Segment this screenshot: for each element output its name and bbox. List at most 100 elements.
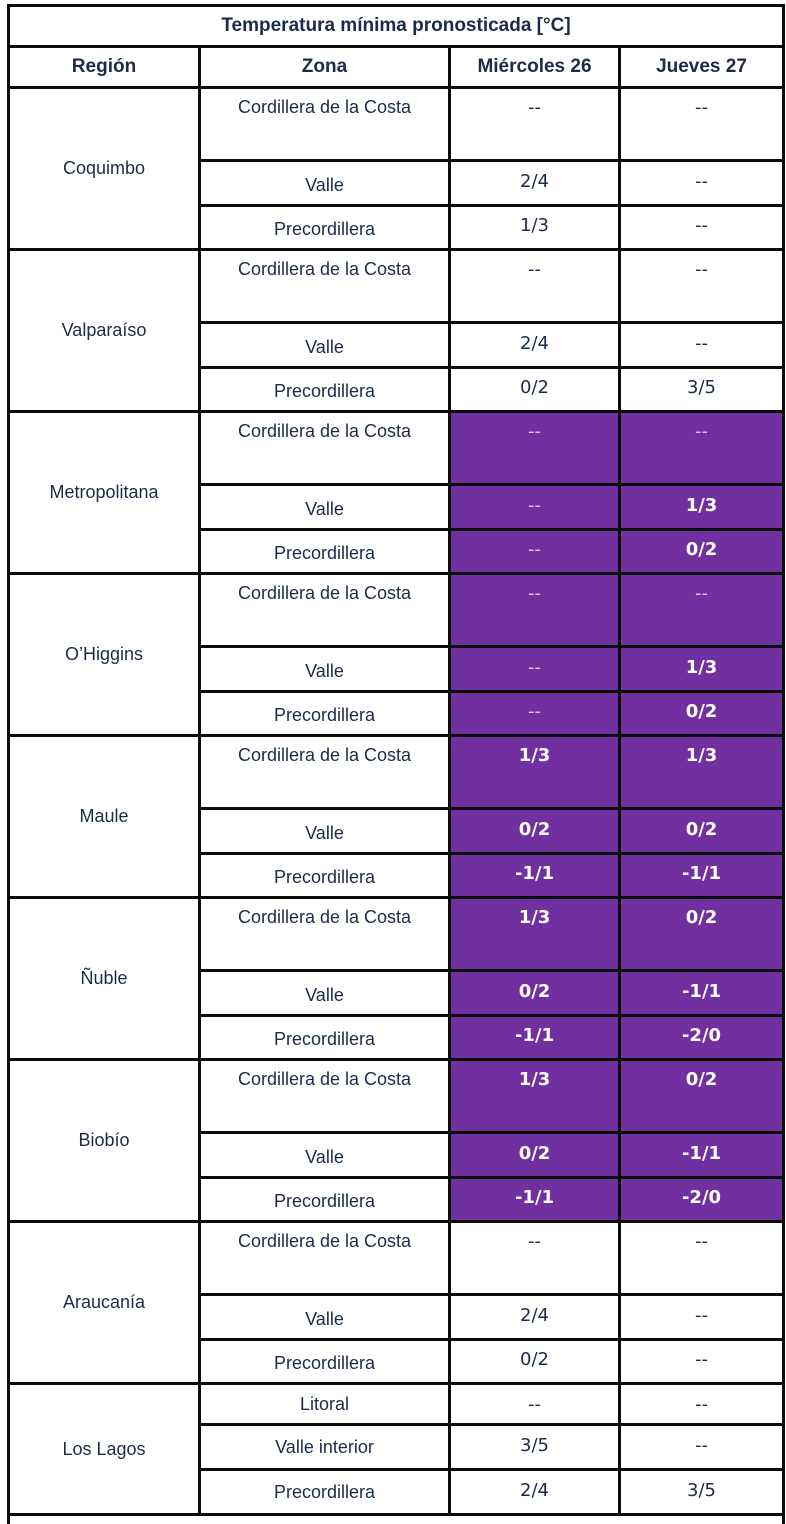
day2-value-cell: 3/5 bbox=[620, 368, 784, 412]
region-cell: Los Lagos bbox=[9, 1384, 200, 1515]
day2-value-cell: -- bbox=[620, 1425, 784, 1470]
zona-cell: Cordillera de la Costa bbox=[200, 736, 450, 809]
day1-value-cell: -- bbox=[450, 647, 620, 692]
region-cell: Metropolitana bbox=[9, 412, 200, 574]
zona-cell: Valle bbox=[200, 809, 450, 854]
day2-value-cell: -- bbox=[620, 1295, 784, 1340]
region-cell: Valparaíso bbox=[9, 250, 200, 412]
day2-value-cell: -- bbox=[620, 88, 784, 161]
day1-value-cell: -1/1 bbox=[450, 1178, 620, 1222]
header-region: Región bbox=[9, 47, 200, 88]
day1-value-cell: -1/1 bbox=[450, 1016, 620, 1060]
day1-value-cell: 0/2 bbox=[450, 809, 620, 854]
region-cell: Biobío bbox=[9, 1060, 200, 1222]
day1-value-cell: 1/3 bbox=[450, 898, 620, 971]
zona-cell: Valle bbox=[200, 647, 450, 692]
header-day1: Miércoles 26 bbox=[450, 47, 620, 88]
day1-value-cell: -- bbox=[450, 250, 620, 323]
table-title: Temperatura mínima pronosticada [°C] bbox=[9, 6, 784, 47]
day2-value-cell: 3/5 bbox=[620, 1470, 784, 1515]
zona-cell: Litoral bbox=[200, 1384, 450, 1425]
region-cell: Ñuble bbox=[9, 898, 200, 1060]
day2-value-cell: -- bbox=[620, 323, 784, 368]
day1-value-cell: -- bbox=[450, 692, 620, 736]
day1-value-cell: 2/4 bbox=[450, 161, 620, 206]
zona-cell: Valle bbox=[200, 323, 450, 368]
day2-value-cell: -1/1 bbox=[620, 971, 784, 1016]
zona-cell: Precordillera bbox=[200, 530, 450, 574]
header-zona: Zona bbox=[200, 47, 450, 88]
table-footer bbox=[9, 1515, 784, 1524]
zona-cell: Valle bbox=[200, 971, 450, 1016]
zona-cell: Precordillera bbox=[200, 854, 450, 898]
zona-cell: Cordillera de la Costa bbox=[200, 1222, 450, 1295]
zona-cell: Cordillera de la Costa bbox=[200, 574, 450, 647]
zona-cell: Cordillera de la Costa bbox=[200, 88, 450, 161]
zona-cell: Precordillera bbox=[200, 1340, 450, 1384]
day1-value-cell: 1/3 bbox=[450, 206, 620, 250]
day2-value-cell: -- bbox=[620, 1222, 784, 1295]
zona-cell: Precordillera bbox=[200, 206, 450, 250]
zona-cell: Cordillera de la Costa bbox=[200, 1060, 450, 1133]
day2-value-cell: 0/2 bbox=[620, 692, 784, 736]
zona-cell: Cordillera de la Costa bbox=[200, 412, 450, 485]
zona-cell: Precordillera bbox=[200, 368, 450, 412]
zona-cell: Cordillera de la Costa bbox=[200, 898, 450, 971]
header-day2: Jueves 27 bbox=[620, 47, 784, 88]
day1-value-cell: 2/4 bbox=[450, 1470, 620, 1515]
day1-value-cell: 0/2 bbox=[450, 1340, 620, 1384]
day1-value-cell: 1/3 bbox=[450, 736, 620, 809]
day1-value-cell: -- bbox=[450, 1222, 620, 1295]
day1-value-cell: -1/1 bbox=[450, 854, 620, 898]
zona-cell: Precordillera bbox=[200, 1470, 450, 1515]
region-cell: Maule bbox=[9, 736, 200, 898]
day1-value-cell: 2/4 bbox=[450, 1295, 620, 1340]
day2-value-cell: 0/2 bbox=[620, 530, 784, 574]
zona-cell: Precordillera bbox=[200, 1016, 450, 1060]
day2-value-cell: -- bbox=[620, 206, 784, 250]
region-cell: O’Higgins bbox=[9, 574, 200, 736]
day1-value-cell: -- bbox=[450, 574, 620, 647]
day1-value-cell: -- bbox=[450, 530, 620, 574]
day2-value-cell: 0/2 bbox=[620, 809, 784, 854]
day2-value-cell: -- bbox=[620, 574, 784, 647]
day2-value-cell: 0/2 bbox=[620, 898, 784, 971]
zona-cell: Precordillera bbox=[200, 692, 450, 736]
zona-cell: Valle bbox=[200, 1133, 450, 1178]
day1-value-cell: 0/2 bbox=[450, 971, 620, 1016]
zona-cell: Precordillera bbox=[200, 1178, 450, 1222]
zona-cell: Cordillera de la Costa bbox=[200, 250, 450, 323]
day1-value-cell: -- bbox=[450, 412, 620, 485]
day2-value-cell: -1/1 bbox=[620, 1133, 784, 1178]
day2-value-cell: -2/0 bbox=[620, 1178, 784, 1222]
day2-value-cell: 0/2 bbox=[620, 1060, 784, 1133]
day1-value-cell: -- bbox=[450, 485, 620, 530]
day2-value-cell: -- bbox=[620, 412, 784, 485]
day2-value-cell: 1/3 bbox=[620, 485, 784, 530]
day2-value-cell: -- bbox=[620, 1340, 784, 1384]
day1-value-cell: 3/5 bbox=[450, 1425, 620, 1470]
day1-value-cell: 1/3 bbox=[450, 1060, 620, 1133]
forecast-table: Temperatura mínima pronosticada [°C] Reg… bbox=[7, 4, 785, 1524]
day2-value-cell: -- bbox=[620, 250, 784, 323]
day1-value-cell: 0/2 bbox=[450, 1133, 620, 1178]
day2-value-cell: -2/0 bbox=[620, 1016, 784, 1060]
day2-value-cell: -1/1 bbox=[620, 854, 784, 898]
day2-value-cell: 1/3 bbox=[620, 736, 784, 809]
zona-cell: Valle bbox=[200, 1295, 450, 1340]
region-cell: Coquimbo bbox=[9, 88, 200, 250]
zona-cell: Valle bbox=[200, 161, 450, 206]
day2-value-cell: 1/3 bbox=[620, 647, 784, 692]
day1-value-cell: 2/4 bbox=[450, 323, 620, 368]
zona-cell: Valle interior bbox=[200, 1425, 450, 1470]
